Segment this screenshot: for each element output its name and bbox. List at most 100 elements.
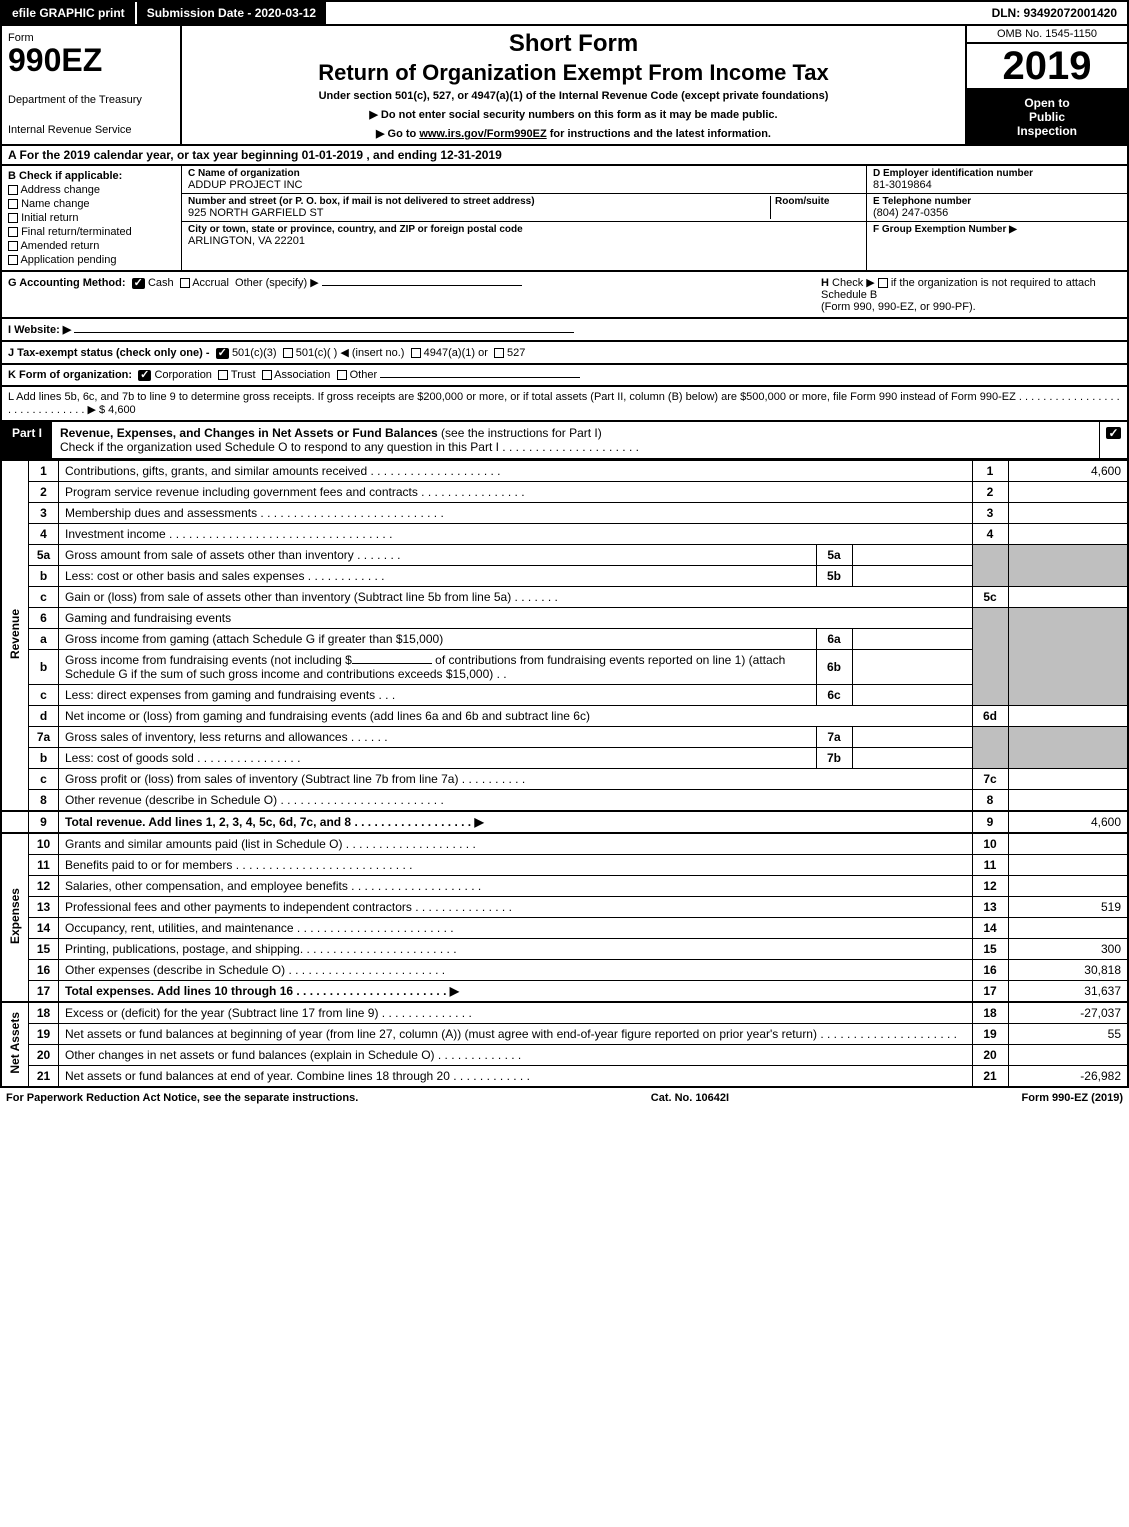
contrib-input[interactable] <box>352 663 432 664</box>
check-icon: ✓ <box>132 278 145 289</box>
inspect-3: Inspection <box>969 124 1125 138</box>
line-ref: 6d <box>972 706 1008 727</box>
h-txt1: Check ▶ <box>832 277 875 289</box>
group-cell: F Group Exemption Number ▶ <box>867 222 1127 237</box>
table-row: Revenue 1 Contributions, gifts, grants, … <box>1 461 1128 482</box>
k-corp: Corporation <box>154 369 211 381</box>
checkbox-icon[interactable] <box>337 370 347 380</box>
line-num: 11 <box>29 855 59 876</box>
line-desc: Contributions, gifts, grants, and simila… <box>59 461 973 482</box>
chk-initial-return[interactable]: Initial return <box>8 212 175 224</box>
line-desc: Less: direct expenses from gaming and fu… <box>59 685 817 706</box>
line-amt <box>1008 855 1128 876</box>
shade-cell <box>972 727 1008 769</box>
line-num: 7a <box>29 727 59 748</box>
line-num: 16 <box>29 960 59 981</box>
line-ref: 5c <box>972 587 1008 608</box>
table-row: 7a Gross sales of inventory, less return… <box>1 727 1128 748</box>
checkbox-icon[interactable] <box>411 348 421 358</box>
checkbox-icon <box>8 241 18 251</box>
g-other: Other (specify) ▶ <box>235 277 319 289</box>
inner-ref: 7a <box>816 727 852 748</box>
line-num: 10 <box>29 833 59 855</box>
col-b: B Check if applicable: Address change Na… <box>2 166 182 270</box>
city-label: City or town, state or province, country… <box>188 224 860 235</box>
k-other-input[interactable] <box>380 377 580 378</box>
part1-title: Revenue, Expenses, and Changes in Net As… <box>60 426 438 440</box>
line-ref: 7c <box>972 769 1008 790</box>
street: 925 NORTH GARFIELD ST <box>188 207 770 219</box>
line-desc: Less: cost of goods sold . . . . . . . .… <box>59 748 817 769</box>
line-num: c <box>29 769 59 790</box>
table-row: c Gain or (loss) from sale of assets oth… <box>1 587 1128 608</box>
checkbox-icon[interactable] <box>878 278 888 288</box>
line-num: 1 <box>29 461 59 482</box>
line-desc: Occupancy, rent, utilities, and maintena… <box>59 918 973 939</box>
chk-final-return[interactable]: Final return/terminated <box>8 226 175 238</box>
line-num: 8 <box>29 790 59 812</box>
table-row: 8 Other revenue (describe in Schedule O)… <box>1 790 1128 812</box>
line-num: 14 <box>29 918 59 939</box>
table-row: 14 Occupancy, rent, utilities, and maint… <box>1 918 1128 939</box>
part1-checkbox[interactable]: ✓ <box>1099 422 1127 458</box>
line-desc: Total revenue. Add lines 1, 2, 3, 4, 5c,… <box>59 811 973 833</box>
line-desc: Other revenue (describe in Schedule O) .… <box>59 790 973 812</box>
shade-cell <box>1008 727 1128 769</box>
table-row: 5a Gross amount from sale of assets othe… <box>1 545 1128 566</box>
line-num: 17 <box>29 981 59 1003</box>
g-other-input[interactable] <box>322 285 522 286</box>
chk-application-pending[interactable]: Application pending <box>8 254 175 266</box>
checkbox-icon[interactable] <box>218 370 228 380</box>
irs-link[interactable]: www.irs.gov/Form990EZ <box>419 128 546 140</box>
checkbox-icon[interactable] <box>494 348 504 358</box>
spacer <box>1 811 29 833</box>
checkbox-icon[interactable] <box>180 278 190 288</box>
part1-header: Part I Revenue, Expenses, and Changes in… <box>0 422 1129 460</box>
chk-address-change[interactable]: Address change <box>8 184 175 196</box>
line-num: 12 <box>29 876 59 897</box>
shade-cell <box>1008 545 1128 587</box>
checkbox-icon[interactable] <box>283 348 293 358</box>
inspect-2: Public <box>969 110 1125 124</box>
line-amt <box>1008 503 1128 524</box>
checkbox-icon[interactable] <box>262 370 272 380</box>
inner-ref: 6c <box>816 685 852 706</box>
g-cash: Cash <box>148 277 174 289</box>
line-desc: Excess or (deficit) for the year (Subtra… <box>59 1002 973 1024</box>
tax-year: 2019 <box>967 44 1127 90</box>
line-num: b <box>29 566 59 587</box>
website-input[interactable] <box>74 332 574 333</box>
line-ref: 19 <box>972 1024 1008 1045</box>
inner-amt <box>852 650 972 685</box>
sidebar-net-assets: Net Assets <box>1 1002 29 1087</box>
line-amt: 519 <box>1008 897 1128 918</box>
line-desc: Printing, publications, postage, and shi… <box>59 939 973 960</box>
chk-amended-return[interactable]: Amended return <box>8 240 175 252</box>
dln: DLN: 93492072001420 <box>982 2 1127 24</box>
tel-label: E Telephone number <box>873 196 1121 207</box>
inner-ref: 6a <box>816 629 852 650</box>
line-amt: -27,037 <box>1008 1002 1128 1024</box>
table-row: Expenses 10 Grants and similar amounts p… <box>1 833 1128 855</box>
line-desc: Investment income . . . . . . . . . . . … <box>59 524 973 545</box>
efile-print-button[interactable]: efile GRAPHIC print <box>2 2 137 24</box>
line-ref: 16 <box>972 960 1008 981</box>
line-num: 19 <box>29 1024 59 1045</box>
checkbox-icon <box>8 199 18 209</box>
city: ARLINGTON, VA 22201 <box>188 235 860 247</box>
page-footer: For Paperwork Reduction Act Notice, see … <box>0 1088 1129 1108</box>
table-row: Net Assets 18 Excess or (deficit) for th… <box>1 1002 1128 1024</box>
link-post: for instructions and the latest informat… <box>547 128 771 140</box>
chk-name-change[interactable]: Name change <box>8 198 175 210</box>
inner-ref: 7b <box>816 748 852 769</box>
top-bar: efile GRAPHIC print Submission Date - 20… <box>0 0 1129 26</box>
line-desc: Other changes in net assets or fund bala… <box>59 1045 973 1066</box>
part1-sub: (see the instructions for Part I) <box>441 426 602 440</box>
line-ref: 8 <box>972 790 1008 812</box>
line-desc: Gain or (loss) from sale of assets other… <box>59 587 973 608</box>
footer-mid: Cat. No. 10642I <box>651 1092 729 1104</box>
table-row: b Gross income from fundraising events (… <box>1 650 1128 685</box>
header-center: Short Form Return of Organization Exempt… <box>182 26 967 144</box>
short-form: Short Form <box>188 30 959 58</box>
line-amt: 4,600 <box>1008 461 1128 482</box>
